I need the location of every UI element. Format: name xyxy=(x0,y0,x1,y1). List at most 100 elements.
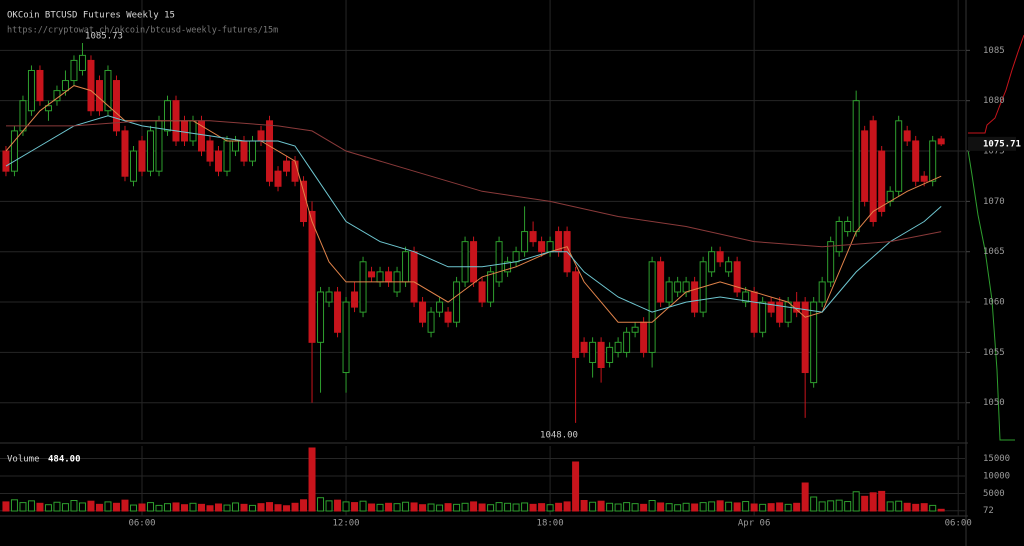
volume-bar xyxy=(155,504,163,512)
candle-body xyxy=(129,150,137,182)
volume-bar xyxy=(112,502,120,512)
volume-bar xyxy=(512,503,520,512)
candle-body xyxy=(725,261,733,273)
candle-body xyxy=(903,130,911,142)
volume-bar xyxy=(78,502,86,512)
candle-body xyxy=(708,251,716,273)
candle-body xyxy=(351,291,359,308)
volume-bar xyxy=(444,503,452,512)
volume-bar xyxy=(750,503,758,512)
y-tick-label: 1060 xyxy=(983,298,1005,308)
candle-body xyxy=(36,69,44,102)
volume-bar xyxy=(614,503,622,512)
volume-bar xyxy=(470,501,478,512)
volume-bar xyxy=(44,504,52,512)
volume-bar xyxy=(674,504,682,512)
candle-body xyxy=(784,301,792,323)
volume-bar xyxy=(240,503,248,512)
candle-body xyxy=(70,59,78,82)
candle-body xyxy=(895,120,903,192)
candle-body xyxy=(929,140,937,182)
volume-bar xyxy=(232,502,240,512)
candle-body xyxy=(2,150,10,172)
candle-body xyxy=(487,271,495,303)
volume-bar xyxy=(385,502,393,512)
candle-body xyxy=(512,251,520,263)
volume-bar xyxy=(861,495,869,512)
candle-body xyxy=(529,231,537,243)
volume-bar xyxy=(19,502,27,512)
x-tick-label: 06:00 xyxy=(945,519,972,529)
candle-body xyxy=(308,210,316,343)
volume-bar xyxy=(461,502,469,512)
volume-bar xyxy=(163,503,171,512)
volume-bar xyxy=(393,503,401,512)
volume-bar xyxy=(410,502,418,512)
candle-body xyxy=(631,326,639,333)
volume-bar xyxy=(640,503,648,512)
candle-body xyxy=(283,160,291,172)
candle-body xyxy=(844,221,852,233)
candle-body xyxy=(614,341,622,353)
volume-bar xyxy=(572,461,580,512)
candle-body xyxy=(240,140,248,162)
x-tick-label: 12:00 xyxy=(332,519,359,529)
volume-bar xyxy=(657,502,665,512)
candle-body xyxy=(827,241,835,283)
candle-body xyxy=(180,120,188,142)
candle-body xyxy=(742,291,750,303)
volume-bar xyxy=(95,503,103,512)
candle-body xyxy=(750,291,758,333)
candle-body xyxy=(835,221,843,253)
candle-body xyxy=(478,281,486,303)
volume-bar xyxy=(912,503,920,512)
volume-bar xyxy=(342,501,350,512)
volume-bar xyxy=(929,504,937,512)
marks xyxy=(2,42,945,512)
candle-body xyxy=(206,140,214,162)
candle-body xyxy=(461,241,469,283)
volume-bar xyxy=(283,505,291,512)
volume-bar xyxy=(699,502,707,512)
candle-body xyxy=(249,140,257,162)
volume-bar xyxy=(317,497,325,512)
price-annotation: 1085.73 xyxy=(85,31,123,41)
price-annotation: 1048.00 xyxy=(540,430,578,440)
candle-body xyxy=(61,80,69,92)
volume-bar xyxy=(631,503,639,512)
volume-bar xyxy=(555,502,563,512)
candle-body xyxy=(776,301,784,323)
last-price-box xyxy=(968,136,1016,151)
volume-bar xyxy=(223,504,231,512)
volume-bar xyxy=(427,503,435,512)
volume-bar xyxy=(708,501,716,512)
volume-bar xyxy=(716,500,724,512)
y-tick-label: 1065 xyxy=(983,247,1005,257)
volume-bar xyxy=(129,504,137,512)
volume-bar xyxy=(180,504,188,512)
candle-body xyxy=(810,301,818,384)
volume-tick-label: 10000 xyxy=(983,472,1010,482)
volume-bar xyxy=(606,502,614,512)
volume-bar xyxy=(580,500,588,512)
volume-bar xyxy=(351,502,359,512)
volume-bar xyxy=(138,503,146,512)
candle-body xyxy=(376,271,384,283)
volume-bar xyxy=(597,500,605,512)
depth-bids xyxy=(967,149,1015,441)
candle-body xyxy=(138,140,146,172)
candle-body xyxy=(759,301,767,333)
candle-body xyxy=(410,251,418,303)
last-price-label: 1075.71 xyxy=(983,139,1021,149)
candle-body xyxy=(572,271,580,358)
volume-bar xyxy=(453,503,461,512)
candle-body xyxy=(104,69,112,112)
candle-body xyxy=(427,311,435,333)
volume-bar xyxy=(623,502,631,512)
candle-body xyxy=(538,241,546,253)
volume-bar xyxy=(249,504,257,512)
candle-body xyxy=(291,160,299,182)
volume-tick-label: 5000 xyxy=(983,489,1005,499)
